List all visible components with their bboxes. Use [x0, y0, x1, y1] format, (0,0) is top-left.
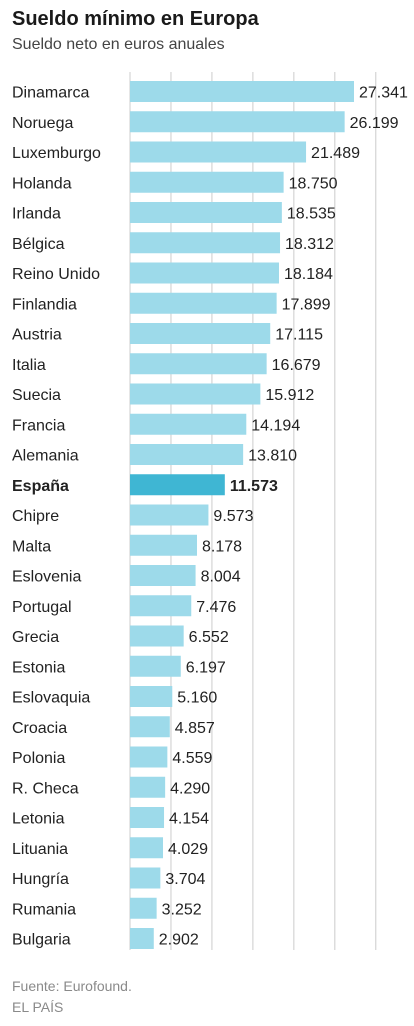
category-label: Rumania — [12, 901, 76, 918]
bar — [130, 928, 154, 949]
category-label: R. Checa — [12, 780, 79, 797]
category-label: Reino Unido — [12, 266, 100, 283]
category-label: Chipre — [12, 508, 59, 525]
category-label: Suecia — [12, 387, 61, 404]
value-label: 13.810 — [248, 448, 297, 465]
value-label: 5.160 — [177, 690, 217, 707]
value-label: 18.184 — [284, 266, 333, 283]
chart-subtitle: Sueldo neto en euros anuales — [12, 36, 225, 53]
bar — [130, 534, 198, 556]
value-label: 15.912 — [265, 387, 314, 404]
value-label: 9.573 — [213, 508, 253, 525]
value-label: 17.899 — [282, 296, 331, 313]
bar — [130, 171, 284, 193]
category-label: Polonia — [12, 750, 65, 767]
value-label: 18.750 — [289, 175, 338, 192]
category-label: Estonia — [12, 659, 65, 676]
bar-chart: Dinamarca 27.341 Noruega 26.199 Luxemburgo 21… — [12, 72, 408, 950]
bar — [130, 625, 184, 647]
bar — [130, 232, 281, 254]
bar — [130, 111, 345, 133]
bar — [130, 716, 170, 738]
value-label: 4.029 — [168, 841, 208, 858]
bar — [130, 655, 181, 677]
bar — [130, 323, 271, 344]
value-label: 2.902 — [159, 932, 199, 949]
category-label: Letonia — [12, 811, 65, 828]
value-label: 26.199 — [350, 115, 399, 132]
bar — [130, 353, 267, 375]
bar-highlight — [130, 474, 225, 496]
category-label: Hungría — [12, 871, 69, 888]
bar — [130, 141, 307, 163]
bar — [130, 292, 277, 314]
category-label: Italia — [12, 357, 46, 374]
value-label: 8.178 — [202, 538, 242, 555]
bar — [130, 262, 279, 284]
bar — [130, 776, 166, 798]
bar — [130, 202, 282, 223]
bar — [130, 444, 244, 465]
bar — [130, 686, 173, 707]
bar — [130, 81, 354, 102]
bar — [130, 746, 168, 768]
category-label: Dinamarca — [12, 85, 89, 102]
value-label: 14.194 — [251, 417, 300, 434]
bar — [130, 595, 192, 617]
category-label: Malta — [12, 538, 51, 555]
category-label: Irlanda — [12, 206, 61, 223]
category-label: Finlandia — [12, 296, 77, 313]
category-label: Croacia — [12, 720, 67, 737]
bar — [130, 867, 161, 889]
value-label: 16.679 — [272, 357, 321, 374]
category-label: Alemania — [12, 448, 79, 465]
value-label: 4.154 — [169, 811, 209, 828]
bar — [130, 413, 247, 435]
category-label: España — [12, 478, 69, 495]
category-label: Bélgica — [12, 236, 65, 253]
value-label: 7.476 — [196, 599, 236, 616]
category-label: Francia — [12, 417, 65, 434]
value-label: 4.857 — [175, 720, 215, 737]
value-label: 17.115 — [275, 327, 323, 344]
value-label: 6.552 — [189, 629, 229, 646]
value-label: 4.290 — [170, 780, 210, 797]
value-label: 6.197 — [186, 659, 226, 676]
value-label: 3.704 — [165, 871, 205, 888]
bar — [130, 897, 157, 919]
value-label: 27.341 — [359, 85, 408, 102]
value-label: 8.004 — [201, 569, 241, 586]
chart-title: Sueldo mínimo en Europa — [12, 8, 259, 30]
category-label: Grecia — [12, 629, 59, 646]
category-label: Portugal — [12, 599, 72, 616]
bar — [130, 837, 164, 859]
value-label: 21.489 — [311, 145, 360, 162]
bar — [130, 383, 261, 405]
value-label: 11.573 — [230, 478, 278, 495]
publisher-note: EL PAÍS — [12, 999, 64, 1015]
category-label: Austria — [12, 327, 62, 344]
category-label: Lituania — [12, 841, 68, 858]
bar — [130, 807, 165, 828]
source-note: Fuente: Eurofound. — [12, 978, 132, 994]
category-label: Luxemburgo — [12, 145, 101, 162]
category-label: Holanda — [12, 175, 72, 192]
value-label: 4.559 — [172, 750, 212, 767]
bar — [130, 565, 196, 586]
category-label: Eslovenia — [12, 569, 81, 586]
value-label: 3.252 — [162, 901, 202, 918]
value-label: 18.312 — [285, 236, 334, 253]
category-label: Bulgaria — [12, 932, 71, 949]
value-label: 18.535 — [287, 206, 336, 223]
category-label: Noruega — [12, 115, 73, 132]
category-label: Eslovaquia — [12, 690, 90, 707]
bar — [130, 504, 209, 526]
